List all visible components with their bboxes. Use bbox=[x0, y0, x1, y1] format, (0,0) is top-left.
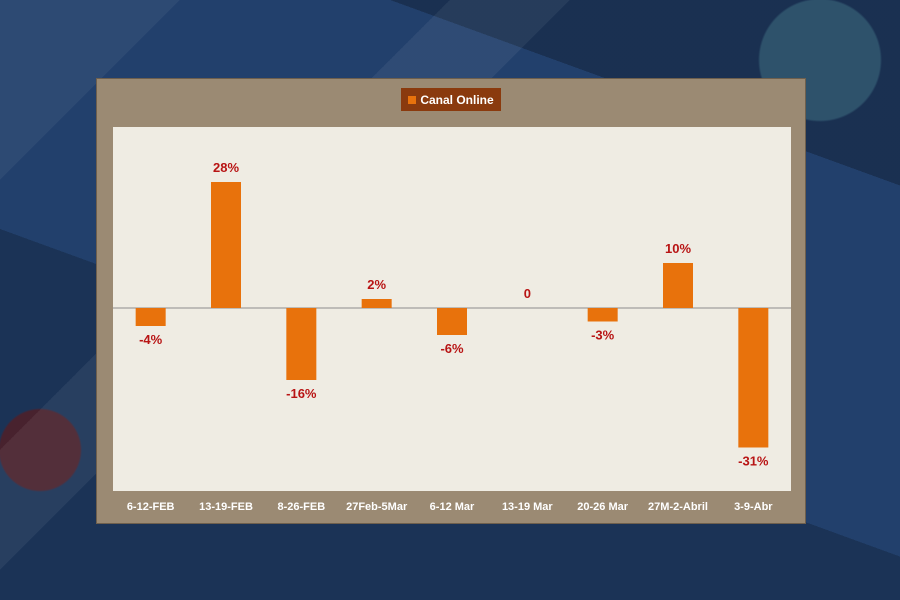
data-label: -31% bbox=[738, 454, 769, 469]
data-label: 28% bbox=[213, 160, 239, 175]
category-label: 27Feb-5Mar bbox=[346, 501, 408, 513]
data-label: -6% bbox=[440, 341, 464, 356]
category-label: 13-19-FEB bbox=[199, 501, 253, 513]
bar bbox=[136, 308, 166, 326]
chart-panel: Canal Online -4% 6-12-FEB 28% 13-19-FEB -16%… bbox=[96, 78, 806, 524]
data-label: 2% bbox=[367, 277, 386, 292]
data-label: -4% bbox=[139, 332, 163, 347]
data-label: 0 bbox=[524, 286, 531, 301]
bar bbox=[437, 308, 467, 335]
data-label: -3% bbox=[591, 328, 615, 343]
category-label: 8-26-FEB bbox=[277, 501, 325, 513]
data-label: -16% bbox=[286, 386, 317, 401]
category-label: 6-12-FEB bbox=[127, 501, 175, 513]
bar-chart: -4% 6-12-FEB 28% 13-19-FEB -16% 8-26-FEB 2% 27F… bbox=[97, 79, 805, 523]
bar bbox=[286, 308, 316, 380]
category-label: 3-9-Abr bbox=[734, 501, 773, 513]
bar bbox=[663, 263, 693, 308]
category-label: 27M-2-Abril bbox=[648, 501, 708, 513]
bar bbox=[211, 182, 241, 308]
bar bbox=[738, 308, 768, 448]
bar bbox=[588, 308, 618, 322]
category-label: 6-12 Mar bbox=[430, 501, 475, 513]
category-label: 20-26 Mar bbox=[577, 501, 628, 513]
category-label: 13-19 Mar bbox=[502, 501, 553, 513]
bar bbox=[362, 299, 392, 308]
data-label: 10% bbox=[665, 241, 691, 256]
